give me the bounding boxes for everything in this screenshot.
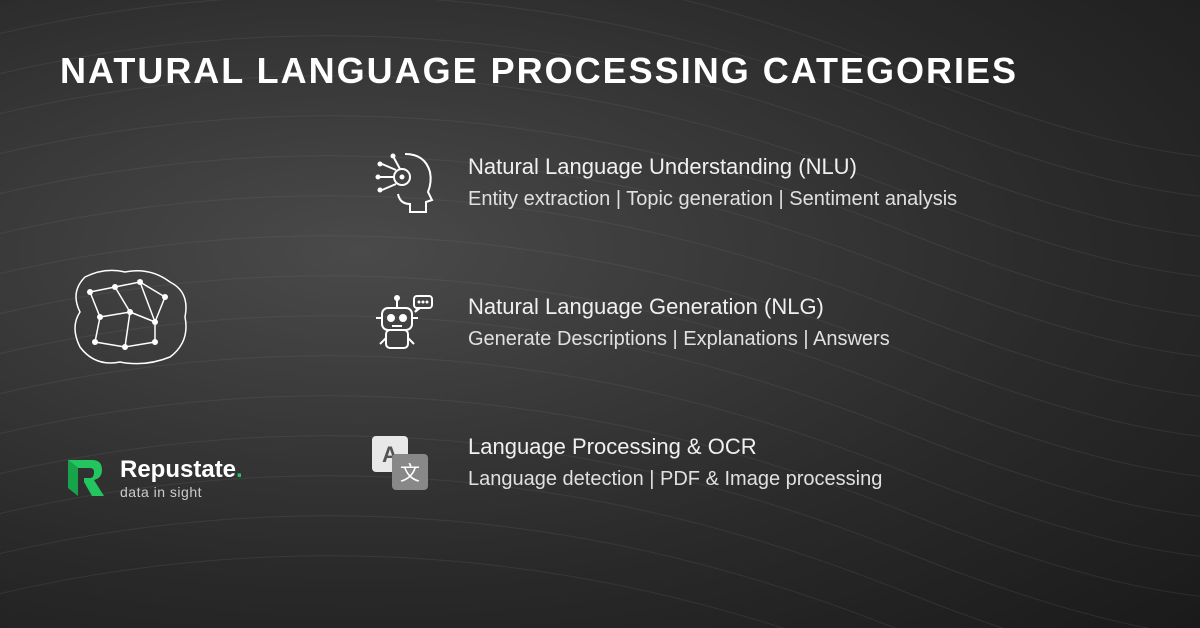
ai-head-icon	[360, 142, 440, 222]
item-sub: Entity extraction | Topic generation | S…	[468, 188, 957, 211]
item-heading: Language Processing & OCR	[468, 434, 882, 460]
category-item-nlg: Natural Language Generation (NLG) Genera…	[360, 282, 1140, 362]
logo: Repustate. data in sight	[60, 454, 320, 502]
logo-name: Repustate.	[120, 456, 243, 484]
category-list: Natural Language Understanding (NLU) Ent…	[360, 142, 1140, 502]
category-item-nlu: Natural Language Understanding (NLU) Ent…	[360, 142, 1140, 222]
robot-icon	[360, 282, 440, 362]
item-sub: Language detection | PDF & Image process…	[468, 468, 882, 491]
brain-network-icon	[60, 262, 200, 372]
item-sub: Generate Descriptions | Explanations | A…	[468, 328, 890, 351]
logo-mark-icon	[60, 454, 108, 502]
svg-text:文: 文	[400, 462, 420, 485]
item-heading: Natural Language Understanding (NLU)	[468, 154, 957, 180]
category-item-ocr: A 文 Language Processing & OCR Language d…	[360, 422, 1140, 502]
translate-icon: A 文	[360, 422, 440, 502]
logo-tagline: data in sight	[120, 484, 243, 500]
item-heading: Natural Language Generation (NLG)	[468, 294, 890, 320]
page-title: NATURAL LANGUAGE PROCESSING CATEGORIES	[60, 50, 1140, 92]
